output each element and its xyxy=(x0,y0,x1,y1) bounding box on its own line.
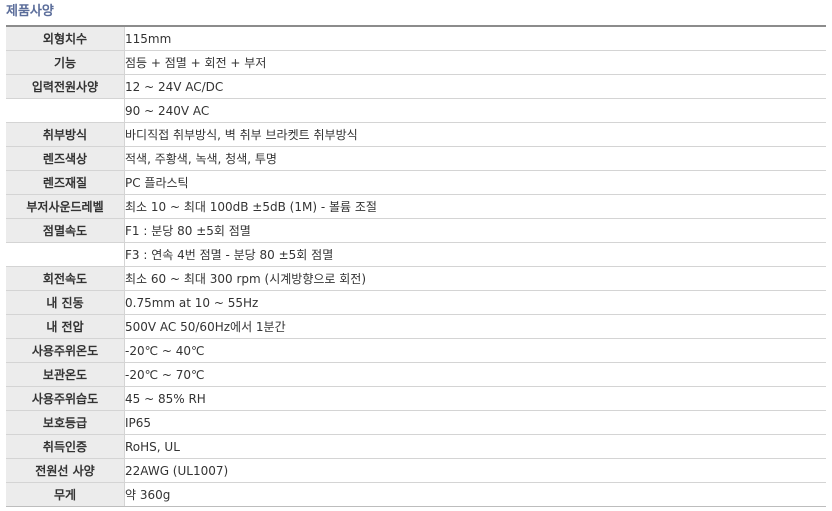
row-value: 적색, 주황색, 녹색, 청색, 투명 xyxy=(124,146,826,171)
row-label: 기능 xyxy=(6,50,125,75)
table-row: 전원선 사양 22AWG (UL1007) xyxy=(6,458,826,483)
row-label: 부저사운드레벨 xyxy=(6,194,125,219)
row-value: 0.75mm at 10 ~ 55Hz xyxy=(124,290,826,315)
table-row: 보호등급 IP65 xyxy=(6,410,826,435)
table-row: 외형치수 115mm xyxy=(6,26,826,51)
table-row: 사용주위습도 45 ~ 85% RH xyxy=(6,386,826,411)
row-label: 취부방식 xyxy=(6,122,125,147)
row-value: F3 : 연속 4번 점멸 - 분당 80 ±5회 점멸 xyxy=(124,242,826,267)
row-label: 입력전원사양 xyxy=(6,74,125,99)
row-label: 점멸속도 xyxy=(6,218,125,243)
table-row: 부저사운드레벨 최소 10 ~ 최대 100dB ±5dB (1M) - 볼륨 … xyxy=(6,194,826,219)
row-label: 회전속도 xyxy=(6,266,125,291)
table-row: 취부방식 바디직접 취부방식, 벽 취부 브라켓트 취부방식 xyxy=(6,122,826,147)
table-row: 입력전원사양 12 ~ 24V AC/DC xyxy=(6,74,826,99)
table-row: 취득인증 RoHS, UL xyxy=(6,434,826,459)
row-value: 바디직접 취부방식, 벽 취부 브라켓트 취부방식 xyxy=(124,122,826,147)
table-row: F3 : 연속 4번 점멸 - 분당 80 ±5회 점멸 xyxy=(6,242,826,267)
row-label: 사용주위온도 xyxy=(6,338,125,363)
table-row: 90 ~ 240V AC xyxy=(6,98,826,123)
table-row: 렌즈색상 적색, 주황색, 녹색, 청색, 투명 xyxy=(6,146,826,171)
table-row: 점멸속도 F1 : 분당 80 ±5회 점멸 xyxy=(6,218,826,243)
row-label: 보호등급 xyxy=(6,410,125,435)
row-value: 12 ~ 24V AC/DC xyxy=(124,74,826,99)
row-label: 렌즈색상 xyxy=(6,146,125,171)
row-value: 최소 10 ~ 최대 100dB ±5dB (1M) - 볼륨 조절 xyxy=(124,194,826,219)
table-row: 사용주위온도 -20℃ ~ 40℃ xyxy=(6,338,826,363)
row-label: 사용주위습도 xyxy=(6,386,125,411)
row-label: 내 진동 xyxy=(6,290,125,315)
row-value: -20℃ ~ 70℃ xyxy=(124,362,826,387)
section-title: 제품사양 xyxy=(6,4,54,19)
row-label: 보관온도 xyxy=(6,362,125,387)
table-row: 기능 점등 + 점멸 + 회전 + 부저 xyxy=(6,50,826,75)
row-value: PC 플라스틱 xyxy=(124,170,826,195)
table-row: 내 진동 0.75mm at 10 ~ 55Hz xyxy=(6,290,826,315)
row-value: 점등 + 점멸 + 회전 + 부저 xyxy=(124,50,826,75)
table-row: 렌즈재질 PC 플라스틱 xyxy=(6,170,826,195)
row-label: 외형치수 xyxy=(6,26,125,51)
row-value: 약 360g xyxy=(124,482,826,507)
row-value: 115mm xyxy=(124,26,826,51)
spec-table-body: 외형치수 115mm 기능 점등 + 점멸 + 회전 + 부저 입력전원사양 1… xyxy=(6,26,826,507)
table-row: 내 전압 500V AC 50/60Hz에서 1분간 xyxy=(6,314,826,339)
table-row: 보관온도 -20℃ ~ 70℃ xyxy=(6,362,826,387)
row-value: RoHS, UL xyxy=(124,434,826,459)
row-value: 90 ~ 240V AC xyxy=(124,98,826,123)
row-label: 렌즈재질 xyxy=(6,170,125,195)
row-value: 22AWG (UL1007) xyxy=(124,458,826,483)
row-label: 전원선 사양 xyxy=(6,458,125,483)
row-value: 45 ~ 85% RH xyxy=(124,386,826,411)
spec-table: 외형치수 115mm 기능 점등 + 점멸 + 회전 + 부저 입력전원사양 1… xyxy=(6,25,826,507)
row-value: -20℃ ~ 40℃ xyxy=(124,338,826,363)
row-label: 무게 xyxy=(6,482,125,507)
row-label xyxy=(6,98,125,123)
row-value: IP65 xyxy=(124,410,826,435)
row-value: 500V AC 50/60Hz에서 1분간 xyxy=(124,314,826,339)
table-row: 회전속도 최소 60 ~ 최대 300 rpm (시계방향으로 회전) xyxy=(6,266,826,291)
table-row: 무게 약 360g xyxy=(6,482,826,507)
row-label xyxy=(6,242,125,267)
row-label: 내 전압 xyxy=(6,314,125,339)
row-value: 최소 60 ~ 최대 300 rpm (시계방향으로 회전) xyxy=(124,266,826,291)
row-label: 취득인증 xyxy=(6,434,125,459)
row-value: F1 : 분당 80 ±5회 점멸 xyxy=(124,218,826,243)
